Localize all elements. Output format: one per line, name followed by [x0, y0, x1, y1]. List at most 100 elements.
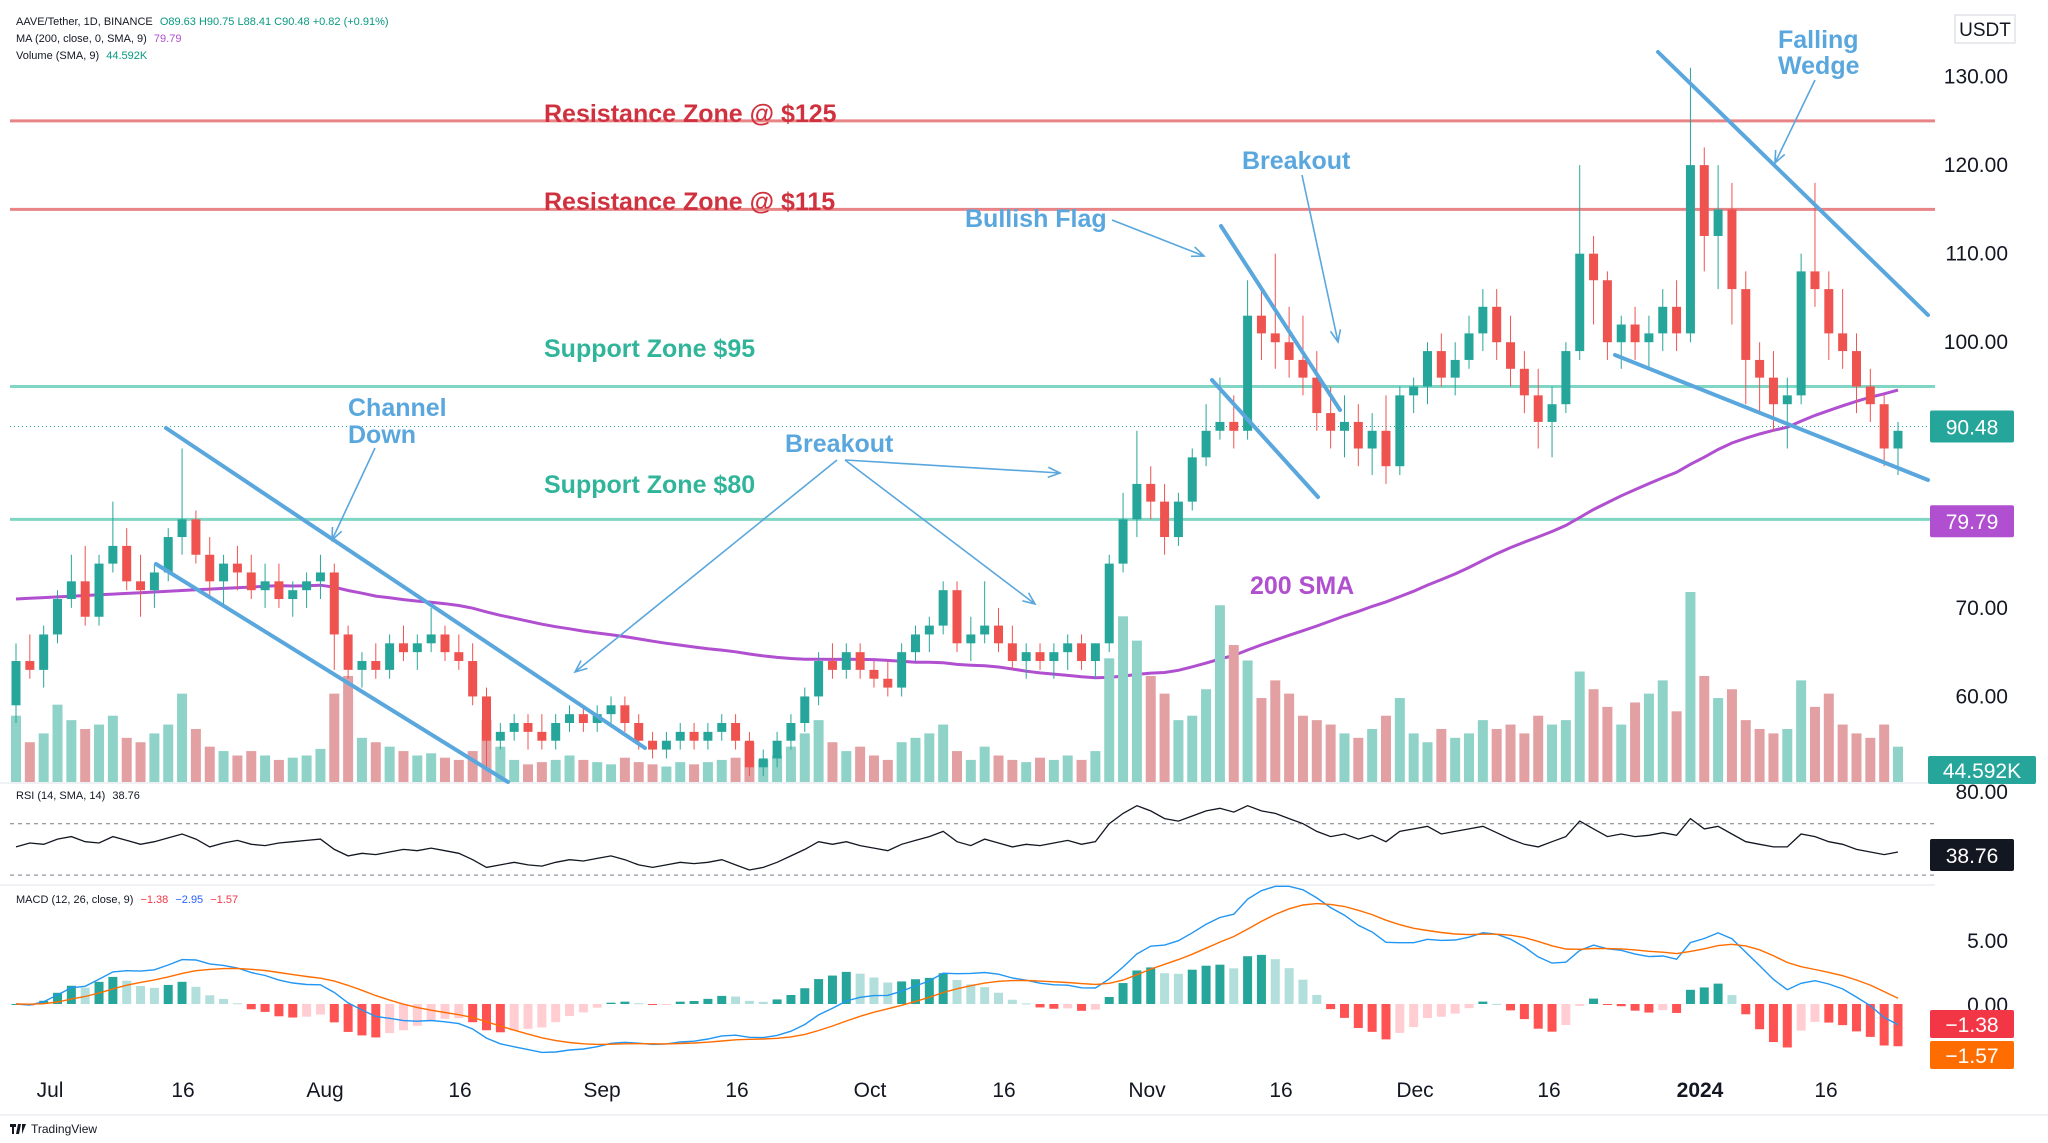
support-zone-80-label: Support Zone $80: [544, 471, 755, 499]
macd-legend-label: MACD (12, 26, close, 9): [16, 894, 134, 906]
time-axis-label: 16: [1537, 1079, 1560, 1102]
macd-histogram-bar: [1630, 1004, 1640, 1011]
candle-body: [1547, 404, 1557, 422]
macd-histogram-bar: [122, 980, 132, 1004]
macd-line: [15, 885, 1899, 1054]
macd-histogram-bar: [1782, 1004, 1792, 1048]
candle-body: [827, 661, 837, 670]
time-axis-label: Dec: [1396, 1079, 1433, 1102]
candle-body: [1879, 404, 1889, 449]
macd-histogram-bar: [731, 996, 741, 1004]
time-axis-label: 16: [448, 1079, 471, 1102]
volume-bar: [564, 755, 575, 782]
legend-macd: MACD (12, 26, close, 9) −1.38 −2.95 −1.5…: [16, 894, 242, 906]
volume-bar: [1657, 680, 1668, 782]
macd-histogram-bar: [744, 1000, 754, 1004]
volume-bar: [702, 762, 713, 782]
macd-histogram-bar: [841, 971, 851, 1004]
macd-histogram-bar: [606, 1002, 616, 1004]
macd-histogram-bar: [357, 1004, 367, 1036]
annotations: Resistance Zone @ $125 Resistance Zone @ …: [331, 26, 1860, 674]
volume-bar: [273, 759, 284, 782]
volume-bar: [177, 693, 188, 782]
candle-body: [800, 696, 810, 724]
candle-body: [357, 661, 367, 670]
price-axis: 130.00 120.00 110.00 100.00 70.00 60.00 80.00 5…: [1944, 14, 2016, 1017]
candle-body: [1630, 324, 1640, 343]
candle-body: [1561, 351, 1571, 405]
candle-body: [1533, 395, 1543, 422]
volume-bar: [495, 746, 506, 782]
macd-histogram-bar: [952, 979, 962, 1004]
macd-histogram-bar: [1187, 969, 1197, 1004]
macd-histogram-bar: [1312, 994, 1322, 1004]
macd-histogram-bar: [897, 981, 907, 1004]
volume-bar: [1284, 693, 1295, 782]
volume-bar: [260, 755, 271, 782]
annotation-arrowhead: [331, 526, 343, 542]
macd-histogram-bar: [1492, 1003, 1502, 1005]
macd-histogram-bar: [1132, 970, 1142, 1004]
annotation-arrow: [844, 459, 1061, 474]
volume-bar: [1007, 759, 1018, 782]
pattern-trendline: [1656, 50, 1930, 317]
volume-bar: [633, 762, 644, 782]
currency-label: USDT: [1959, 20, 2011, 41]
resistance-zone-125-label: Resistance Zone @ $125: [544, 100, 837, 128]
volume-bar: [1851, 733, 1862, 782]
volume-bar: [1547, 724, 1558, 782]
macd-histogram-bar: [1284, 968, 1294, 1004]
candle-body: [1658, 306, 1668, 334]
volume-bar: [1311, 720, 1322, 782]
volume-bar: [1048, 759, 1059, 782]
volume-value-label-bg: [1928, 756, 2036, 784]
macd-histogram-bar: [1423, 1004, 1432, 1019]
candle-body: [1893, 430, 1903, 449]
volume-bar: [1297, 715, 1308, 782]
macd-signal-line: [15, 902, 1899, 1046]
volume-bar: [647, 764, 658, 782]
candle-body: [1063, 643, 1073, 653]
volume-bar: [1118, 616, 1129, 782]
candle-body: [39, 634, 49, 670]
macd-histogram-bar: [53, 992, 63, 1004]
macd-histogram-bar: [675, 1001, 685, 1004]
pattern-trendline: [1210, 378, 1320, 499]
volume-bar: [467, 751, 478, 782]
annotation-arrow: [1111, 219, 1205, 257]
volume-bar: [730, 757, 741, 782]
candle-body: [689, 731, 699, 741]
volume-bar: [619, 757, 630, 782]
volume-bar: [1671, 711, 1682, 782]
candle-body: [1768, 377, 1778, 405]
macd-histogram-bar: [1118, 983, 1128, 1004]
annotation-arrow: [1301, 174, 1339, 343]
time-axis-label: Jul: [37, 1079, 64, 1102]
candle-body: [952, 590, 962, 644]
macd-tick-label: 5.00: [1967, 930, 2008, 953]
symbol-text: AAVE/Tether, 1D, BINANCE: [16, 16, 153, 28]
volume-bar: [1408, 733, 1419, 782]
macd-histogram-bar: [1879, 1004, 1889, 1046]
candle-body: [1644, 333, 1654, 343]
candle-body: [966, 634, 976, 644]
macd-histogram-bar: [800, 988, 810, 1004]
volume-bar: [1436, 728, 1447, 782]
pattern-trendline: [1613, 353, 1930, 482]
candle-body: [163, 537, 173, 573]
volume-bar: [1187, 715, 1198, 782]
candle-body: [1713, 209, 1723, 236]
ohlc-text: O89.63 H90.75 L88.41 C90.48 +0.82 (+0.91…: [159, 16, 389, 28]
candle-body: [1492, 306, 1502, 343]
candle-body: [1339, 421, 1349, 431]
macd-histogram-bar: [1409, 1004, 1419, 1028]
candle-body: [1077, 643, 1087, 662]
macd-histogram-bar: [786, 994, 796, 1004]
candle-body: [1312, 377, 1322, 414]
macd-histogram-bar: [1796, 1004, 1806, 1031]
candle-body: [744, 740, 754, 768]
volume-bar: [1699, 675, 1710, 782]
volume-bar: [453, 759, 464, 782]
macd-histogram-bar: [634, 1003, 644, 1005]
